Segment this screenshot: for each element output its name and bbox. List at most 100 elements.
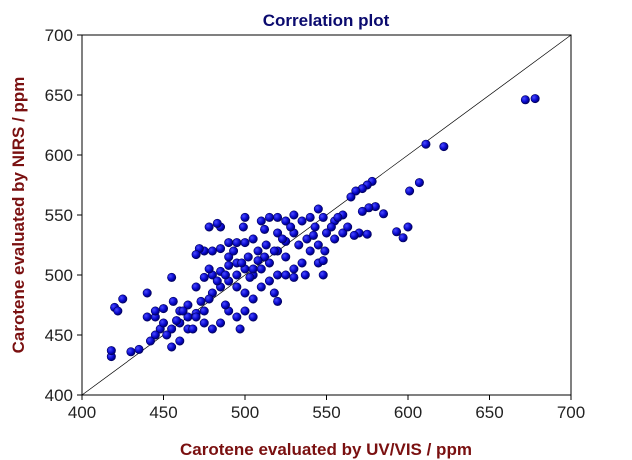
data-point bbox=[191, 312, 201, 322]
data-point bbox=[235, 324, 245, 334]
data-point bbox=[248, 264, 258, 274]
data-point bbox=[261, 240, 271, 250]
y-tick-label: 700 bbox=[45, 26, 73, 45]
data-point bbox=[134, 344, 144, 354]
data-point bbox=[204, 222, 214, 232]
data-point bbox=[167, 324, 177, 334]
data-point bbox=[199, 306, 209, 316]
x-tick-label: 700 bbox=[557, 403, 585, 422]
data-point bbox=[240, 238, 250, 248]
data-point bbox=[240, 212, 250, 222]
data-point bbox=[167, 272, 177, 282]
data-point bbox=[300, 270, 310, 280]
data-point bbox=[253, 256, 263, 266]
x-tick-label: 500 bbox=[231, 403, 259, 422]
data-point bbox=[238, 222, 248, 232]
data-point bbox=[260, 224, 270, 234]
data-point bbox=[439, 142, 449, 152]
data-point bbox=[150, 306, 160, 316]
data-point bbox=[256, 264, 266, 274]
data-point bbox=[207, 324, 217, 334]
data-point bbox=[305, 246, 315, 256]
data-point bbox=[405, 186, 415, 196]
data-point bbox=[204, 294, 214, 304]
data-point bbox=[338, 228, 348, 238]
data-point bbox=[224, 238, 234, 248]
data-point bbox=[253, 246, 263, 256]
y-tick-label: 650 bbox=[45, 86, 73, 105]
data-point bbox=[346, 192, 356, 202]
data-point bbox=[256, 282, 266, 292]
data-point bbox=[281, 252, 291, 262]
data-point bbox=[191, 282, 201, 292]
data-point bbox=[281, 216, 291, 226]
data-point bbox=[330, 234, 340, 244]
data-point bbox=[248, 312, 258, 322]
data-point bbox=[142, 312, 152, 322]
data-point bbox=[159, 318, 169, 328]
data-point bbox=[333, 212, 343, 222]
data-point bbox=[183, 300, 193, 310]
data-point bbox=[326, 222, 336, 232]
data-point bbox=[237, 258, 247, 268]
data-point bbox=[248, 294, 258, 304]
x-tick-label: 400 bbox=[68, 403, 96, 422]
data-point bbox=[188, 324, 198, 334]
data-point bbox=[248, 234, 258, 244]
y-tick-label: 450 bbox=[45, 326, 73, 345]
data-point bbox=[216, 318, 226, 328]
data-point bbox=[232, 270, 242, 280]
data-point bbox=[530, 94, 540, 104]
data-point bbox=[232, 282, 242, 292]
data-point bbox=[207, 246, 217, 256]
data-point bbox=[305, 212, 315, 222]
data-point bbox=[245, 272, 255, 282]
data-point bbox=[118, 294, 128, 304]
data-point bbox=[232, 238, 242, 248]
data-point bbox=[414, 178, 424, 188]
data-point bbox=[362, 229, 372, 239]
data-point bbox=[313, 240, 323, 250]
data-point bbox=[240, 306, 250, 316]
data-point bbox=[308, 230, 318, 240]
x-tick-label: 600 bbox=[394, 403, 422, 422]
data-point bbox=[256, 216, 266, 226]
data-point bbox=[421, 139, 431, 149]
data-point bbox=[403, 222, 413, 232]
data-point bbox=[349, 230, 359, 240]
data-point bbox=[168, 296, 178, 306]
data-point bbox=[320, 246, 330, 256]
data-point bbox=[289, 264, 299, 274]
data-point bbox=[281, 270, 291, 280]
data-point bbox=[264, 212, 274, 222]
data-point bbox=[313, 204, 323, 214]
x-axis-label: Carotene evaluated by UV/VIS / ppm bbox=[180, 440, 472, 459]
data-point bbox=[289, 272, 299, 282]
data-point bbox=[379, 209, 389, 219]
data-point bbox=[175, 336, 185, 346]
data-point bbox=[297, 258, 307, 268]
data-point bbox=[220, 300, 230, 310]
data-point bbox=[178, 306, 188, 316]
data-point bbox=[191, 250, 201, 260]
data-point bbox=[162, 330, 172, 340]
data-point bbox=[199, 318, 209, 328]
data-point bbox=[289, 210, 299, 220]
y-tick-label: 600 bbox=[45, 146, 73, 165]
y-axis-label: Carotene evaluated by NIRS / ppm bbox=[9, 77, 28, 354]
data-point bbox=[204, 264, 214, 274]
data-point bbox=[126, 347, 136, 357]
data-point bbox=[357, 206, 367, 216]
data-points bbox=[106, 94, 540, 362]
data-point bbox=[212, 218, 222, 228]
data-point bbox=[318, 270, 328, 280]
y-tick-label: 550 bbox=[45, 206, 73, 225]
data-point bbox=[273, 228, 283, 238]
data-point bbox=[318, 256, 328, 266]
x-tick-label: 550 bbox=[312, 403, 340, 422]
data-point bbox=[343, 222, 353, 232]
data-point bbox=[264, 276, 274, 286]
data-point bbox=[351, 186, 361, 196]
data-point bbox=[318, 212, 328, 222]
